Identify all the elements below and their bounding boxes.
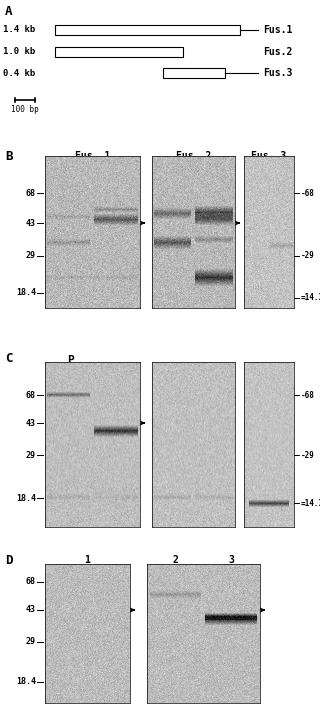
Text: Fus.1: Fus.1	[263, 25, 292, 35]
Bar	[163, 68, 225, 78]
Text: 18.4: 18.4	[16, 678, 36, 687]
Text: 18.4: 18.4	[16, 289, 36, 297]
Text: 68: 68	[26, 390, 36, 400]
Text: U: U	[68, 165, 73, 174]
Text: =14.3: =14.3	[301, 294, 320, 302]
Text: 1: 1	[84, 555, 91, 565]
Text: Fus. 1: Fus. 1	[75, 151, 110, 161]
Text: D: D	[5, 554, 12, 567]
Text: Fus. 3: Fus. 3	[252, 151, 287, 161]
Text: -68: -68	[301, 188, 315, 198]
Text: 29: 29	[26, 638, 36, 646]
Text: 68: 68	[26, 188, 36, 198]
Text: I: I	[278, 165, 283, 174]
Text: 43: 43	[26, 218, 36, 228]
Text: 43: 43	[26, 419, 36, 427]
Text: 43: 43	[26, 606, 36, 614]
Bar	[55, 47, 183, 57]
Text: 1.0 kb: 1.0 kb	[3, 48, 35, 56]
Text: 29: 29	[26, 451, 36, 459]
Text: 3: 3	[229, 555, 235, 565]
Text: 0.4 kb: 0.4 kb	[3, 68, 35, 77]
Text: A: A	[5, 5, 12, 18]
Text: 29: 29	[26, 252, 36, 260]
Text: C: C	[5, 352, 12, 365]
Text: Fus. 2: Fus. 2	[176, 151, 211, 161]
Text: B: B	[5, 150, 12, 163]
Text: 100 bp: 100 bp	[11, 105, 39, 114]
Text: -29: -29	[301, 451, 315, 459]
Text: 68: 68	[26, 577, 36, 587]
Text: U: U	[172, 165, 177, 174]
Text: Fus.2: Fus.2	[263, 47, 292, 57]
Text: =14.3: =14.3	[301, 498, 320, 508]
Text: 1.4 kb: 1.4 kb	[3, 26, 35, 35]
Text: P: P	[67, 355, 74, 365]
Text: -68: -68	[301, 390, 315, 400]
Text: I: I	[210, 165, 215, 174]
Text: -29: -29	[301, 252, 315, 260]
Text: I: I	[112, 165, 117, 174]
Text: Fus.3: Fus.3	[263, 68, 292, 78]
Text: U: U	[255, 165, 260, 174]
Text: 18.4: 18.4	[16, 493, 36, 503]
Bar	[55, 25, 240, 35]
Text: 2: 2	[172, 555, 178, 565]
